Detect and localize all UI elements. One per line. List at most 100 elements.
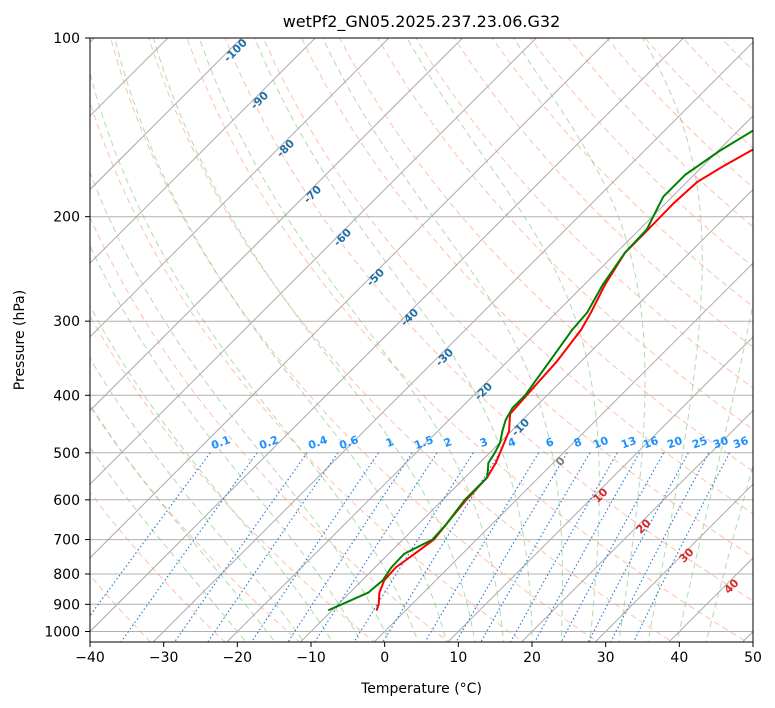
y-tick-label: 500	[53, 446, 80, 462]
mixing-ratio-line	[314, 452, 438, 642]
dewpoint-point	[463, 498, 466, 501]
moist-adiabat	[322, 38, 563, 642]
isotherm	[373, 262, 753, 642]
mixing-ratio-line	[424, 452, 540, 642]
x-tick-label: −10	[296, 650, 326, 666]
mixing-ratio-label: 16	[641, 434, 660, 452]
y-tick-label: 800	[53, 567, 80, 583]
dewpoint-point	[655, 209, 658, 212]
dry-adiabat	[90, 491, 226, 642]
dewpoint-point	[511, 407, 514, 409]
isotherm	[226, 115, 753, 642]
y-tick-label: 100	[53, 31, 80, 47]
mixing-ratio-label: 8	[572, 435, 584, 450]
isotherm	[520, 409, 753, 642]
mixing-ratio-label: 13	[619, 434, 638, 451]
mixing-ratio-label: 20	[665, 434, 684, 452]
dewpoint-profile-line	[328, 129, 753, 611]
moist-adiabat	[406, 38, 600, 642]
y-tick-label: 300	[53, 314, 80, 330]
temperature-point	[508, 430, 510, 433]
mixing-ratio-line	[632, 452, 731, 642]
x-tick-label: −30	[149, 650, 179, 666]
temperature-point	[604, 283, 607, 286]
dewpoint-point	[431, 538, 434, 541]
mixing-ratio-label: 3	[478, 435, 490, 450]
mixing-ratio-line	[173, 452, 308, 642]
temperature-point	[501, 446, 504, 449]
dry-adiabat	[90, 405, 301, 642]
mixing-ratio-label: 0.2	[257, 433, 280, 452]
temperature-point	[720, 166, 723, 169]
dry-adiabat	[453, 38, 753, 348]
mixing-ratio-label: 6	[544, 435, 556, 450]
isotherm	[90, 38, 390, 338]
mixing-ratio-line	[120, 452, 258, 642]
x-tick-label: 10	[449, 650, 467, 666]
y-tick-label: 700	[53, 533, 80, 549]
mixing-ratio-label: 36	[731, 434, 750, 452]
isotherm	[447, 336, 753, 642]
dewpoint-point	[684, 173, 687, 176]
temperature-point	[394, 566, 397, 569]
y-tick-label: 400	[53, 388, 80, 404]
mixing-ratio-line	[510, 452, 618, 642]
x-tick-label: 20	[523, 650, 541, 666]
isotherm	[90, 38, 169, 117]
dry-adiabat	[300, 38, 753, 515]
dewpoint-point	[646, 228, 648, 231]
mixing-ratio-line	[287, 452, 413, 642]
mixing-ratio-line	[480, 452, 591, 642]
dry-adiabat	[110, 38, 599, 642]
dewpoint-point	[504, 419, 507, 421]
dewpoint-point	[367, 591, 370, 594]
dry-adiabat	[262, 38, 753, 558]
mixing-ratio-label: 25	[690, 434, 709, 451]
dewpoint-point	[341, 603, 343, 606]
x-tick-label: 50	[744, 650, 762, 666]
dewpoint-point	[327, 609, 330, 611]
mixing-ratio-line	[587, 452, 689, 642]
y-axis-label: Pressure (hPa)	[12, 290, 28, 390]
x-tick-label: −40	[75, 650, 105, 666]
temperature-point	[556, 360, 559, 362]
dewpoint-point	[662, 195, 665, 198]
mixing-ratio-label: 0.4	[306, 433, 329, 452]
isotherm	[90, 38, 611, 559]
mixing-ratio-label: 2	[442, 435, 454, 450]
dewpoint-point	[499, 441, 502, 444]
mixing-ratio-line	[250, 452, 379, 642]
temperature-point	[749, 150, 752, 152]
isotherm	[594, 483, 753, 642]
moist-adiabat	[90, 71, 419, 642]
dry-adiabat	[377, 38, 753, 430]
dewpoint-point	[493, 451, 496, 454]
temperature-point	[696, 181, 698, 184]
dry-adiabat	[415, 38, 753, 389]
dry-adiabat	[148, 38, 674, 642]
temperature-point	[590, 311, 592, 314]
isotherm	[90, 38, 243, 191]
x-axis-label: Temperature (°C)	[360, 681, 482, 697]
dry-adiabat	[90, 100, 525, 642]
isotherm	[299, 188, 753, 642]
mixing-ratio-line	[455, 452, 568, 642]
mixing-ratio-line	[207, 452, 339, 642]
y-tick-label: 200	[53, 210, 80, 226]
mixing-ratio-label: 0.1	[209, 433, 232, 452]
isotherm	[90, 38, 464, 412]
temperature-point	[413, 553, 416, 555]
temperature-point	[672, 202, 675, 205]
plot-frame	[89, 37, 754, 643]
isotherm	[90, 38, 537, 485]
dewpoint-point	[586, 311, 589, 314]
mixing-ratio-label: 1	[384, 435, 396, 450]
temperature-profile-line	[375, 148, 753, 611]
x-tick-label: 0	[380, 650, 389, 666]
mixing-ratio-label: 1.5	[412, 433, 435, 452]
mixing-ratio-line	[534, 452, 640, 642]
temperature-point	[494, 462, 497, 464]
dewpoint-point	[571, 328, 574, 331]
isotherm	[90, 38, 685, 633]
